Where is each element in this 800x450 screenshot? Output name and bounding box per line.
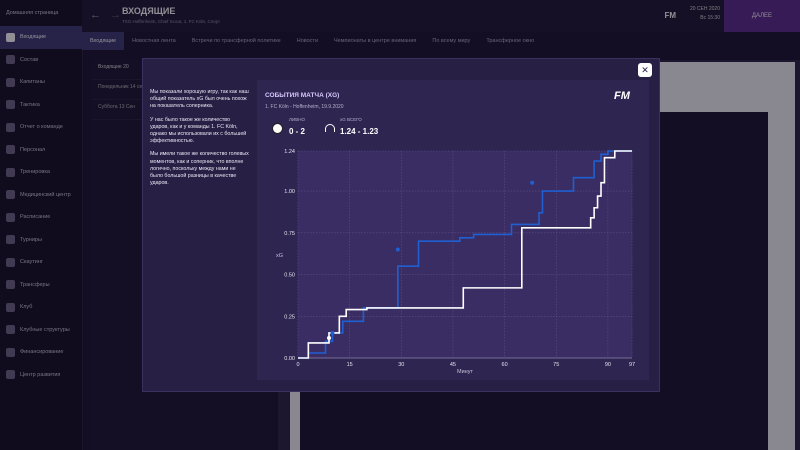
sidebar-item[interactable]: Трансферы bbox=[0, 274, 82, 297]
sidebar-item[interactable]: Капитаны bbox=[0, 71, 82, 94]
sidebar-item[interactable]: Тренировка bbox=[0, 161, 82, 184]
sidebar-list: Входящие Состав Капитаны Тактика Отчет о ком… bbox=[0, 26, 82, 386]
score-label: ЛИВНО bbox=[289, 117, 305, 122]
sidebar-item-label: Клуб bbox=[20, 304, 33, 311]
sidebar-item-icon bbox=[6, 145, 15, 155]
sidebar-item-icon bbox=[6, 280, 15, 290]
sidebar-item-label: Скаутинг bbox=[20, 259, 43, 266]
tab[interactable]: Входящие bbox=[82, 32, 125, 50]
analysis-paragraph: У нас было такое же количество ударов, к… bbox=[150, 116, 247, 145]
sidebar-item[interactable]: Отчет о команде bbox=[0, 116, 82, 139]
sidebar-item[interactable]: Входящие bbox=[0, 26, 82, 49]
tab-bar: Входящие Новостная лента Встречи по трансф… bbox=[82, 32, 800, 50]
sidebar-item[interactable]: Расписание bbox=[0, 206, 82, 229]
tab[interactable]: Трансферное окно bbox=[486, 38, 535, 44]
sidebar-item-icon bbox=[6, 55, 15, 65]
tab[interactable]: Новостная лента bbox=[132, 38, 176, 44]
tab[interactable]: Встречи по трансферной политике bbox=[191, 38, 281, 44]
modal-analysis-text: Мы показали хорошую игру, так как наш об… bbox=[150, 89, 250, 193]
sidebar-item[interactable]: Персонал bbox=[0, 139, 82, 162]
analysis-paragraph: Мы имели такое же количество голевых мом… bbox=[150, 151, 249, 187]
next-button[interactable]: ДАЛЕЕ bbox=[724, 0, 800, 32]
top-bar bbox=[82, 0, 800, 33]
sidebar-item-icon bbox=[6, 370, 15, 380]
chart-subtitle: 1. FC Köln - Hoffenheim, 19.9.2020 bbox=[265, 104, 344, 110]
ball-icon bbox=[272, 123, 283, 134]
breadcrumb[interactable]: TSG Hoffenheim, Chief Scout, 1. FC Köln,… bbox=[122, 19, 221, 24]
sidebar-item[interactable]: Финансирование bbox=[0, 341, 82, 364]
sidebar-item[interactable]: Центр развития bbox=[0, 364, 82, 387]
sidebar-item-label: Входящие bbox=[20, 34, 47, 41]
sidebar-item-label: Персонал bbox=[20, 146, 46, 153]
close-icon[interactable]: ✕ bbox=[638, 63, 652, 77]
tab[interactable]: Новости bbox=[296, 38, 319, 44]
back-arrow-icon[interactable]: ← bbox=[90, 9, 101, 21]
page-title: ВХОДЯЩИЕ bbox=[122, 6, 176, 16]
analysis-paragraph: Мы показали хорошую игру, так как наш об… bbox=[150, 89, 249, 110]
sidebar-item[interactable]: Медицинский центр bbox=[0, 184, 82, 207]
sidebar-item[interactable]: Клубные структуры bbox=[0, 319, 82, 342]
sidebar-item-label: Финансирование bbox=[20, 349, 64, 356]
sidebar-item-label: Отчет о команде bbox=[20, 124, 63, 131]
tab[interactable]: По всему миру bbox=[432, 38, 471, 44]
tab[interactable]: Чемпионаты в центре внимания bbox=[334, 38, 417, 44]
fm-logo: FM bbox=[614, 90, 630, 102]
sidebar-item-icon bbox=[6, 122, 15, 132]
sidebar-item-label: Тренировка bbox=[20, 169, 50, 176]
sidebar-item-label: Центр развития bbox=[20, 371, 61, 378]
sidebar-item-label: Клубные структуры bbox=[20, 326, 70, 333]
date-display: 20 СЕН 2020 Вс 15:30 bbox=[690, 5, 720, 23]
sidebar-item-icon bbox=[6, 190, 15, 200]
sidebar-item-icon bbox=[6, 32, 15, 42]
sidebar-item-label: Состав bbox=[20, 56, 39, 63]
sidebar-item-icon bbox=[6, 302, 15, 312]
chart-panel bbox=[257, 80, 649, 380]
date-line-1: 20 СЕН 2020 bbox=[689, 6, 720, 12]
sidebar-item[interactable]: Состав bbox=[0, 49, 82, 72]
sidebar-item-icon bbox=[6, 77, 15, 87]
sidebar-item[interactable]: Скаутинг bbox=[0, 251, 82, 274]
sidebar-item-label: Турниры bbox=[20, 236, 42, 243]
sidebar-item-icon bbox=[6, 235, 15, 245]
fm-label: FM bbox=[664, 11, 676, 20]
sidebar-item-label: Медицинский центр bbox=[20, 191, 71, 198]
sidebar-item[interactable]: Тактика bbox=[0, 94, 82, 117]
date-line-2: Вс 15:30 bbox=[700, 15, 720, 21]
xg-total-value: 1.24 - 1.23 bbox=[340, 127, 379, 136]
sidebar: Домашняя страница Входящие Состав Капитаны… bbox=[0, 0, 83, 450]
sidebar-item-label: Тактика bbox=[20, 101, 40, 108]
sidebar-item[interactable]: Клуб bbox=[0, 296, 82, 319]
sidebar-item-label: Трансферы bbox=[20, 281, 50, 288]
sidebar-item[interactable]: Турниры bbox=[0, 229, 82, 252]
sidebar-item-icon bbox=[6, 257, 15, 267]
sidebar-item-icon bbox=[6, 212, 15, 222]
sidebar-item-label: Расписание bbox=[20, 214, 51, 221]
chart-title: СОБЫТИЯ МАТЧА (XG) bbox=[265, 92, 340, 99]
sidebar-home[interactable]: Домашняя страница bbox=[6, 10, 59, 16]
goal-icon bbox=[325, 124, 335, 132]
sidebar-item-label: Капитаны bbox=[20, 79, 45, 86]
sidebar-item-icon bbox=[6, 167, 15, 177]
sidebar-item-icon bbox=[6, 325, 15, 335]
score-value: 0 - 2 bbox=[289, 127, 306, 136]
sidebar-item-icon bbox=[6, 100, 15, 110]
xg-total-label: xG ВСЕГО bbox=[340, 117, 362, 122]
forward-arrow-icon[interactable]: → bbox=[110, 9, 121, 21]
sidebar-item-icon bbox=[6, 347, 15, 357]
